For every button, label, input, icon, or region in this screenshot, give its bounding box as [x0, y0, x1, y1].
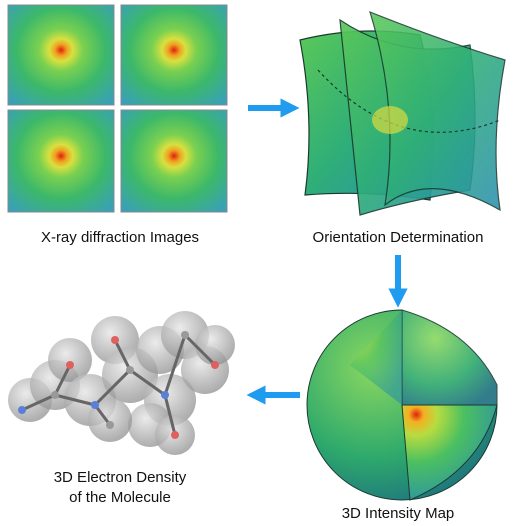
node-label: 3D Intensity Map: [342, 505, 455, 522]
diffraction-panel: [7, 4, 115, 106]
sphere-cut-top: [401, 309, 498, 406]
node-label: of the Molecule: [69, 489, 171, 506]
diffraction-images: [7, 4, 228, 213]
orientation-sheets: [299, 10, 506, 216]
diffraction-panel: [120, 109, 228, 213]
node-label: Orientation Determination: [313, 229, 484, 246]
sphere-cut-face: [350, 310, 402, 405]
sheet-highlight: [372, 106, 408, 134]
diffraction-panel: [7, 109, 115, 213]
intensity-sphere: [306, 309, 498, 501]
sphere-cut-face: [401, 404, 498, 501]
molecule: [8, 311, 235, 455]
diffraction-panel: [120, 4, 228, 106]
node-label: 3D Electron Density: [54, 469, 187, 486]
node-label: X-ray diffraction Images: [41, 229, 199, 246]
